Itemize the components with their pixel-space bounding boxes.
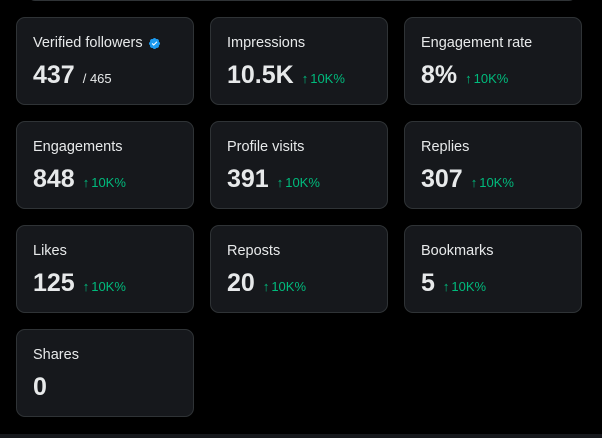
metric-change-value: 10K% — [451, 279, 487, 294]
metric-label-row: Verified followers — [33, 34, 177, 52]
arrow-up-icon: ↑ — [465, 71, 472, 86]
metric-label: Profile visits — [227, 139, 305, 155]
metric-change-value: 10K% — [310, 71, 345, 86]
metric-value: 848 — [33, 165, 75, 193]
metric-card-bookmarks[interactable]: Bookmarks 5 ↑ 10K% — [404, 225, 582, 313]
metric-value-row: 8% ↑ 10K% — [421, 61, 565, 89]
metric-change-value: 10K% — [479, 175, 514, 190]
metric-value-row: 0 — [33, 373, 177, 401]
metric-change: ↑ 10K% — [465, 71, 508, 86]
metric-label: Impressions — [227, 35, 306, 51]
arrow-up-icon: ↑ — [442, 279, 450, 294]
metric-card-replies[interactable]: Replies 307 ↑ 10K% — [404, 121, 582, 209]
metric-value-row: 5 ↑ 10K% — [421, 269, 565, 297]
metric-change: ↑ 10K% — [83, 175, 126, 190]
metric-change: ↑ 10K% — [263, 279, 306, 294]
metric-value: 0 — [33, 373, 47, 401]
metric-value-row: 125 ↑ 10K% — [33, 269, 177, 297]
metric-card-likes[interactable]: Likes 125 ↑ 10K% — [16, 225, 194, 313]
metric-value-row: 10.5K ↑ 10K% — [227, 61, 371, 89]
metric-change: ↑ 10K% — [83, 279, 126, 294]
metric-label: Shares — [33, 347, 79, 363]
metric-card-shares[interactable]: Shares 0 — [16, 329, 194, 417]
metric-card-reposts[interactable]: Reposts 20 ↑ 10K% — [210, 225, 388, 313]
arrow-up-icon: ↑ — [301, 71, 309, 86]
metric-change: ↑ 10K% — [471, 175, 514, 190]
metric-change-value: 10K% — [91, 175, 126, 190]
metric-label: Engagement rate — [421, 35, 533, 51]
metric-label: Reposts — [227, 243, 281, 259]
metric-label: Bookmarks — [421, 243, 494, 259]
metric-total: / 465 — [82, 71, 112, 86]
metric-change: ↑ 10K% — [277, 175, 320, 190]
metric-value-row: 307 ↑ 10K% — [421, 165, 565, 193]
arrow-up-icon: ↑ — [82, 279, 90, 294]
metric-value-row: 848 ↑ 10K% — [33, 165, 177, 193]
arrow-up-icon: ↑ — [276, 175, 284, 190]
metric-value: 437 — [33, 61, 75, 89]
metric-card-engagements[interactable]: Engagements 848 ↑ 10K% — [16, 121, 194, 209]
metric-card-engagement-rate[interactable]: Engagement rate 8% ↑ 10K% — [404, 17, 582, 105]
arrow-up-icon: ↑ — [82, 175, 90, 190]
arrow-up-icon: ↑ — [262, 279, 270, 294]
verified-badge-icon — [148, 37, 161, 50]
metric-value: 20 — [227, 269, 255, 297]
metric-value: 125 — [33, 269, 75, 297]
metric-change-value: 10K% — [285, 175, 320, 190]
metric-value: 391 — [227, 165, 269, 193]
metric-card-verified-followers[interactable]: Verified followers 437 / 465 — [16, 17, 194, 105]
arrow-up-icon: ↑ — [470, 175, 478, 190]
metric-label: Replies — [421, 139, 470, 155]
metric-value-row: 437 / 465 — [33, 61, 177, 89]
metric-value: 8% — [421, 61, 458, 89]
metric-change-value: 10K% — [473, 71, 509, 86]
metric-card-impressions[interactable]: Impressions 10.5K ↑ 10K% — [210, 17, 388, 105]
analytics-metrics-grid: Verified followers 437 / 465 Impressions… — [16, 17, 582, 417]
metric-value-row: 391 ↑ 10K% — [227, 165, 371, 193]
metric-label: Engagements — [33, 139, 123, 155]
metric-value: 10.5K — [227, 61, 294, 89]
metric-value: 5 — [421, 269, 435, 297]
metric-change-value: 10K% — [271, 279, 307, 294]
metric-value: 307 — [421, 165, 463, 193]
bottom-panel-edge — [0, 434, 602, 438]
metric-change-value: 10K% — [91, 279, 126, 294]
top-panel-edge — [28, 0, 576, 1]
metric-change: ↑ 10K% — [443, 279, 486, 294]
metric-value-row: 20 ↑ 10K% — [227, 269, 371, 297]
metric-label: Verified followers — [33, 35, 143, 51]
metric-change: ↑ 10K% — [302, 71, 345, 86]
metric-card-profile-visits[interactable]: Profile visits 391 ↑ 10K% — [210, 121, 388, 209]
metric-label: Likes — [33, 243, 67, 259]
